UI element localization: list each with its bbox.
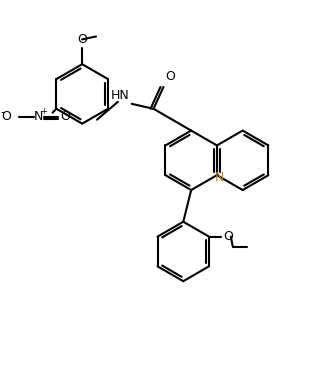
Text: -: - — [1, 106, 5, 119]
Text: +: + — [40, 107, 47, 116]
Text: O: O — [60, 110, 70, 123]
Text: O: O — [223, 230, 233, 243]
Text: O: O — [77, 33, 87, 46]
Text: N: N — [34, 110, 43, 123]
Text: O: O — [165, 70, 175, 83]
Text: HN: HN — [111, 89, 130, 102]
Text: O: O — [1, 110, 11, 123]
Text: N: N — [215, 171, 225, 184]
